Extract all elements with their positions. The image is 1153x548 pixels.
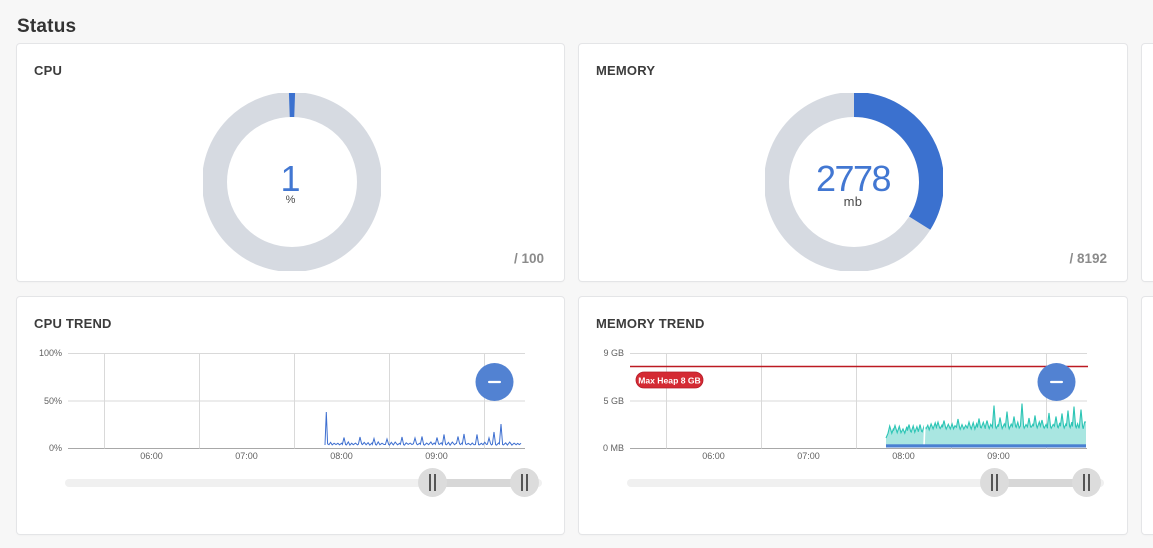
svg-text:09:00: 09:00 xyxy=(425,451,448,461)
svg-text:08:00: 08:00 xyxy=(330,451,353,461)
svg-text:09:00: 09:00 xyxy=(987,451,1010,461)
svg-text:0%: 0% xyxy=(49,443,62,453)
svg-text:06:00: 06:00 xyxy=(702,451,725,461)
svg-text:07:00: 07:00 xyxy=(797,451,820,461)
svg-text:50%: 50% xyxy=(44,396,62,406)
svg-text:5 GB: 5 GB xyxy=(603,396,624,406)
svg-text:06:00: 06:00 xyxy=(140,451,163,461)
svg-text:Max Heap 8 GB: Max Heap 8 GB xyxy=(638,376,701,386)
svg-text:08:00: 08:00 xyxy=(892,451,915,461)
svg-text:9 GB: 9 GB xyxy=(603,348,624,358)
svg-text:07:00: 07:00 xyxy=(235,451,258,461)
svg-text:0 MB: 0 MB xyxy=(603,443,624,453)
svg-text:100%: 100% xyxy=(39,348,62,358)
